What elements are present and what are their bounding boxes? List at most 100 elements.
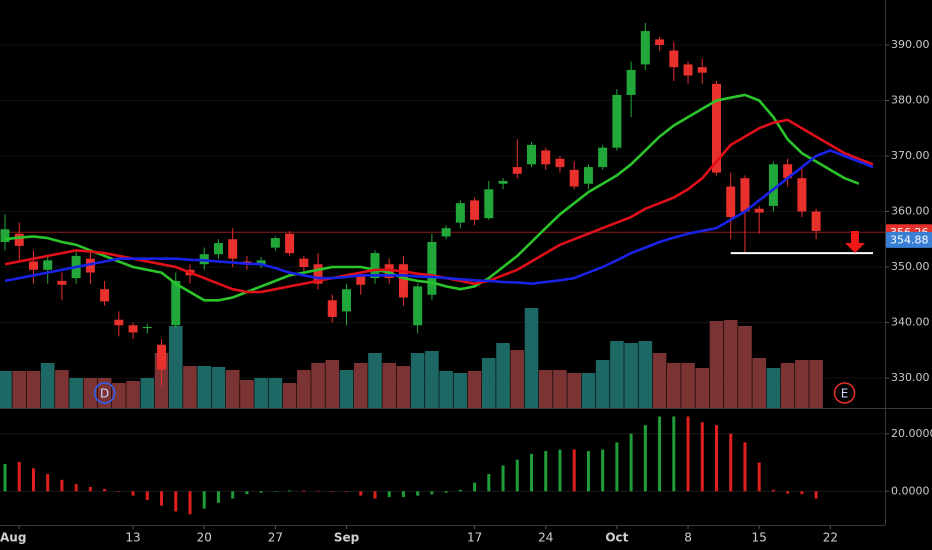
volume-bar bbox=[681, 363, 695, 408]
volume-bar bbox=[254, 378, 268, 408]
histogram-bar bbox=[88, 487, 92, 492]
candle-body bbox=[28, 261, 38, 270]
volume-bar bbox=[538, 370, 553, 408]
candle-body bbox=[128, 325, 138, 333]
candle-body bbox=[569, 169, 579, 187]
candle-body bbox=[640, 31, 650, 65]
volume-bar bbox=[524, 308, 539, 408]
histogram-bar bbox=[387, 491, 391, 498]
volume-bar bbox=[83, 378, 98, 408]
moving-average bbox=[4, 149, 874, 285]
volume-bar bbox=[610, 341, 624, 408]
candle-body bbox=[484, 189, 494, 219]
histogram-bar bbox=[629, 433, 633, 492]
candle-body bbox=[228, 239, 238, 259]
volume-bar bbox=[453, 373, 468, 408]
candle-body bbox=[256, 260, 266, 265]
candle-body bbox=[455, 203, 465, 223]
candle-body bbox=[598, 147, 608, 168]
volume-bar bbox=[368, 353, 382, 408]
plot-layer: 330.00 340.00 350.00 360.00 370.00 380.00 390.… bbox=[0, 22, 932, 545]
volume-bar bbox=[467, 371, 482, 408]
histogram-bar bbox=[487, 474, 491, 492]
y-tick-label: 350.00 bbox=[891, 260, 930, 273]
candle-body bbox=[441, 228, 451, 237]
histogram-bar bbox=[373, 491, 377, 499]
histogram-bar bbox=[444, 491, 448, 493]
y-tick-label: 390.00 bbox=[891, 38, 930, 51]
volume-bar bbox=[55, 370, 69, 408]
volume-bar bbox=[425, 351, 439, 408]
volume-bar bbox=[197, 366, 212, 408]
candle-body bbox=[100, 289, 110, 302]
histogram-bar bbox=[17, 461, 21, 492]
candle-body bbox=[527, 144, 537, 165]
volume-bar bbox=[240, 380, 254, 408]
volume-bar bbox=[168, 326, 183, 408]
candle-body bbox=[583, 167, 593, 184]
histogram-bar bbox=[757, 462, 761, 492]
volume-bar bbox=[382, 363, 397, 408]
y-tick-label: 330.00 bbox=[891, 371, 930, 384]
volume-bar bbox=[325, 360, 340, 408]
candle-body bbox=[0, 229, 10, 243]
volume-bar bbox=[553, 370, 567, 408]
candle-body bbox=[57, 280, 67, 285]
volume-bar bbox=[40, 363, 55, 408]
histogram-bar bbox=[700, 422, 704, 492]
volume-bar bbox=[766, 368, 781, 408]
y-tick-label: 370.00 bbox=[891, 149, 930, 162]
y-tick-label: 360.00 bbox=[891, 204, 930, 217]
candle-body bbox=[398, 264, 408, 298]
histogram-bar bbox=[216, 491, 220, 503]
volume-bar bbox=[638, 341, 653, 408]
histogram-bar bbox=[530, 453, 534, 492]
histogram-bar bbox=[74, 484, 78, 492]
candle-body bbox=[299, 258, 309, 268]
volume-bar bbox=[410, 353, 425, 408]
histogram-bar bbox=[771, 489, 775, 492]
volume-bar bbox=[723, 320, 738, 408]
volume-bar bbox=[311, 363, 325, 408]
x-tick-label: 20 bbox=[197, 531, 212, 545]
event-label: E bbox=[841, 387, 849, 401]
candle-body bbox=[213, 243, 223, 255]
volume-bar bbox=[26, 371, 41, 408]
histogram-bar bbox=[174, 491, 178, 512]
down-arrow bbox=[845, 231, 865, 253]
y-tick-label: 380.00 bbox=[891, 93, 930, 106]
candle-body bbox=[626, 69, 636, 95]
volume-bar bbox=[12, 371, 27, 408]
x-tick-label: 8 bbox=[684, 531, 692, 545]
y-tick-label: 0.0000 bbox=[891, 484, 930, 497]
volume-bar bbox=[297, 370, 311, 408]
x-tick-label: Sep bbox=[334, 531, 360, 545]
histogram-bar bbox=[544, 451, 548, 492]
event-marker bbox=[93, 382, 116, 404]
histogram-bar bbox=[288, 490, 292, 492]
histogram-bar bbox=[401, 491, 405, 498]
candle-body bbox=[157, 344, 167, 370]
histogram-bar bbox=[458, 489, 462, 492]
candle-body bbox=[313, 264, 323, 284]
candle-body bbox=[85, 258, 95, 273]
histogram-bar bbox=[800, 491, 804, 495]
histogram-bar bbox=[572, 449, 576, 492]
volume-bar bbox=[112, 383, 126, 408]
volume-bar bbox=[709, 321, 724, 408]
candle-body bbox=[555, 158, 565, 168]
volume-bar bbox=[795, 360, 809, 408]
histogram-bar bbox=[558, 449, 562, 492]
histogram-bar bbox=[601, 449, 605, 492]
candle-body bbox=[541, 150, 551, 165]
volume-bar bbox=[780, 363, 795, 408]
y-tick-label: 340.00 bbox=[891, 316, 930, 329]
histogram-bar bbox=[345, 491, 349, 492]
volume-bar bbox=[183, 366, 197, 408]
histogram-bar bbox=[188, 491, 192, 515]
candle-body bbox=[669, 50, 679, 68]
candle-body bbox=[512, 167, 522, 174]
x-tick-label: 22 bbox=[823, 531, 838, 545]
histogram-bar bbox=[686, 416, 690, 492]
